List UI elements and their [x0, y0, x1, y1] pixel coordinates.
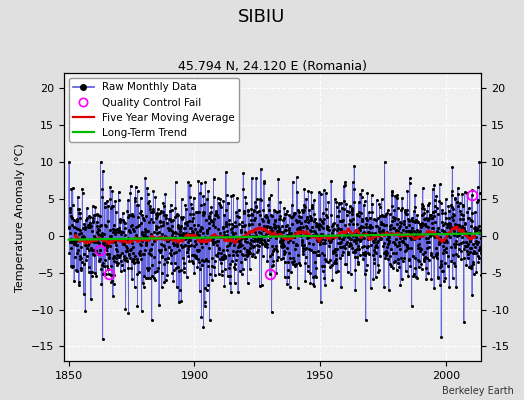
Text: Berkeley Earth: Berkeley Earth	[442, 386, 514, 396]
Legend: Raw Monthly Data, Quality Control Fail, Five Year Moving Average, Long-Term Tren: Raw Monthly Data, Quality Control Fail, …	[69, 78, 239, 142]
Y-axis label: Temperature Anomaly (°C): Temperature Anomaly (°C)	[15, 143, 25, 292]
Text: SIBIU: SIBIU	[238, 8, 286, 26]
Title: 45.794 N, 24.120 E (Romania): 45.794 N, 24.120 E (Romania)	[178, 60, 367, 73]
